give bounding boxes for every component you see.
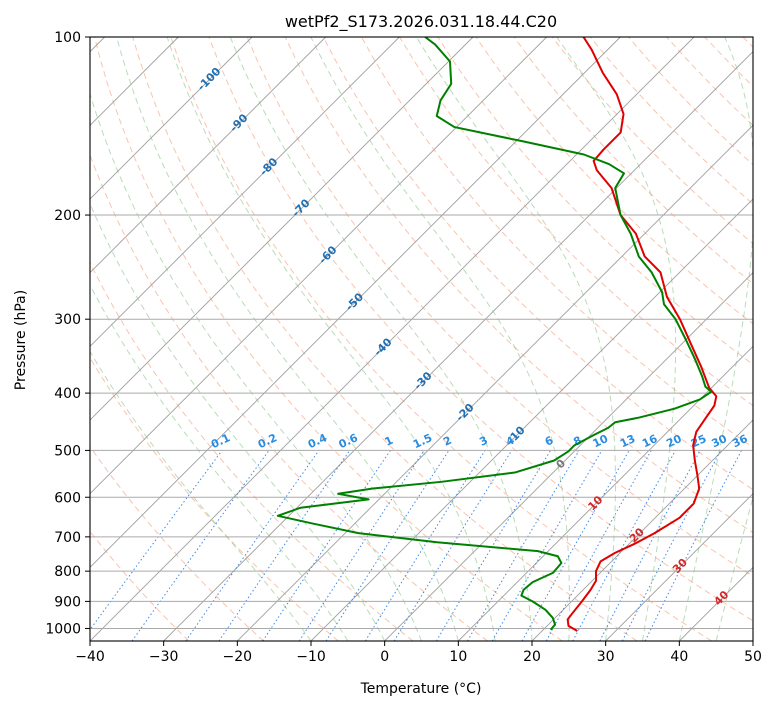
temperature-profile-line — [566, 37, 718, 632]
moist-adiabat-line — [90, 283, 349, 641]
mixing-ratio-label: 10 — [591, 432, 611, 450]
dry-adiabat-line — [284, 37, 753, 534]
dry-adiabat-line — [208, 37, 753, 622]
x-tick-label: −10 — [296, 649, 326, 665]
isotherm-line — [90, 37, 695, 641]
mixing-ratio-label: 30 — [710, 432, 730, 450]
plot-frame — [89, 36, 754, 642]
isotherm-line — [90, 37, 253, 200]
mixing-ratio-line — [572, 450, 676, 641]
moist-adiabat-line — [715, 495, 753, 641]
moist-adiabat-line — [678, 37, 753, 641]
mixing-ratio-line — [185, 450, 320, 641]
y-tick-label: 1000 — [45, 621, 81, 637]
x-tick-label: 10 — [449, 649, 467, 665]
mixing-ratio-label: 36 — [730, 432, 750, 450]
mixing-ratio-line — [521, 450, 630, 641]
dry-adiabat-line — [90, 445, 264, 641]
isotherm-line — [90, 37, 621, 568]
background-lines — [90, 37, 753, 641]
isotherm-line — [90, 37, 474, 421]
dewpoint-profile-line — [276, 37, 713, 631]
isotherm-line — [90, 37, 547, 495]
y-tick-label: 500 — [54, 443, 81, 459]
dry-adiabat-line — [246, 37, 753, 577]
chart-title: wetPf2_S173.2026.031.18.44.C20 — [285, 12, 557, 32]
x-axis-label: Temperature (°C) — [360, 681, 482, 697]
profile-lines — [276, 37, 718, 632]
mixing-ratio-line — [298, 450, 425, 641]
moist-adiabat-line — [166, 37, 496, 641]
dry-adiabat-line — [475, 37, 753, 325]
x-tick-label: −20 — [223, 649, 253, 665]
isotherm-line — [90, 37, 400, 347]
y-tick-label: 800 — [54, 564, 81, 580]
x-tick-label: 50 — [744, 649, 762, 665]
y-axis-ticks: 100 200 300 400 500 600 700 800 900 1000 — [45, 30, 90, 637]
dry-adiabat-line — [90, 261, 414, 641]
mixing-ratio-line — [218, 450, 351, 641]
x-tick-label: 20 — [523, 649, 541, 665]
dry-adiabat-line — [513, 37, 753, 285]
dry-adiabat-line — [94, 37, 563, 641]
moist-adiabat-line — [90, 202, 386, 641]
y-tick-label: 600 — [54, 490, 81, 506]
mixing-ratio-line — [545, 450, 652, 641]
y-tick-label: 300 — [54, 312, 81, 328]
dry-adiabat-line — [90, 356, 339, 641]
mixing-ratio-line — [262, 450, 391, 641]
x-tick-label: 40 — [670, 649, 688, 665]
mixing-ratio-line — [325, 450, 450, 641]
moist-adiabat-line — [90, 92, 422, 641]
moist-adiabat-line — [415, 37, 616, 641]
x-tick-label: 0 — [380, 649, 389, 665]
isotherm-line — [458, 345, 753, 641]
isotherm-line — [605, 493, 753, 641]
moist-adiabat-line — [556, 37, 677, 641]
y-tick-label: 400 — [54, 386, 81, 402]
y-tick-label: 200 — [54, 208, 81, 224]
mixing-ratio-label: 13 — [618, 432, 637, 450]
moist-adiabat-line — [310, 37, 570, 641]
y-tick-label: 100 — [54, 30, 81, 46]
dry-adiabat-line — [170, 37, 713, 641]
x-tick-label: 30 — [597, 649, 615, 665]
mixing-ratio-label: 20 — [664, 432, 684, 450]
isotherm-line — [90, 37, 326, 274]
y-tick-label: 700 — [54, 530, 81, 546]
y-axis-label: Pressure (hPa) — [13, 290, 29, 390]
moist-adiabat-line — [116, 37, 459, 641]
isotherm-line — [384, 272, 753, 641]
dry-adiabat-line — [132, 37, 638, 641]
mixing-ratio-line — [393, 450, 513, 641]
x-axis-ticks: −40 −30 −20 −10 0 10 20 30 40 50 — [75, 641, 762, 665]
y-tick-label: 900 — [54, 594, 81, 610]
isotherm-line — [237, 124, 753, 641]
mixing-ratio-line — [90, 450, 223, 631]
x-tick-label: −40 — [75, 649, 105, 665]
x-tick-label: −30 — [149, 649, 179, 665]
mixing-ratio-label: 16 — [640, 432, 660, 450]
dry-adiabat-line — [322, 37, 753, 491]
mixing-ratio-line — [131, 450, 270, 641]
mixing-ratio-line — [644, 450, 742, 641]
isotherm-line — [531, 419, 753, 641]
isotherm-line — [163, 51, 753, 641]
